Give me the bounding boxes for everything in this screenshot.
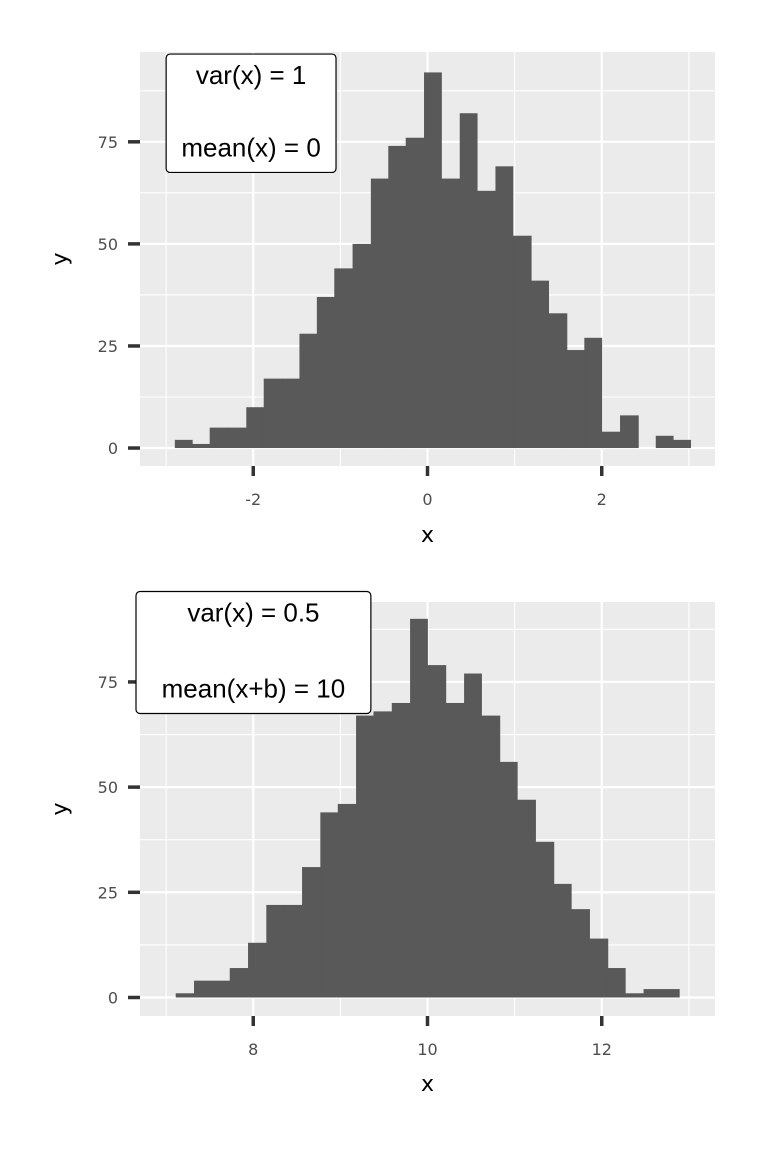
histogram-bar bbox=[209, 427, 229, 449]
histogram-panel-1: -2 0 2 0 25 50 75 x y var(x) = 1 mean(x) = 0 bbox=[48, 52, 715, 548]
histogram-bar bbox=[445, 702, 465, 998]
y-tick-label: 75 bbox=[98, 133, 118, 152]
histogram-bar bbox=[334, 268, 353, 449]
histogram-bar bbox=[192, 443, 211, 449]
histogram-bar bbox=[427, 665, 447, 998]
histogram-bar bbox=[229, 968, 249, 998]
histogram-bar bbox=[531, 280, 549, 449]
annotation-mean-text: mean(x+b) = 10 bbox=[162, 673, 346, 703]
histogram-bar bbox=[316, 296, 335, 449]
annotation-variance-text: var(x) = 0.5 bbox=[187, 597, 319, 627]
histogram-bar bbox=[356, 715, 374, 998]
histogram-bar bbox=[625, 993, 644, 998]
x-axis-title: x bbox=[421, 523, 434, 548]
histogram-bar bbox=[174, 439, 193, 449]
histogram-bar bbox=[266, 904, 285, 998]
x-tick-label: 10 bbox=[417, 1040, 437, 1059]
histogram-bar bbox=[495, 166, 514, 449]
histogram-bar bbox=[175, 993, 195, 998]
histogram-panel-2: 8 10 12 0 25 50 75 x y var(x) = 0.5 mean(x+b) = 10 bbox=[48, 590, 715, 1097]
histogram-bar bbox=[673, 439, 692, 449]
histogram-bar bbox=[373, 711, 393, 998]
histogram-bar bbox=[194, 980, 213, 998]
x-tick-label: 2 bbox=[597, 490, 607, 509]
histogram-bar bbox=[535, 841, 555, 998]
x-tick-label: -2 bbox=[245, 490, 261, 509]
annotation-variance-text: var(x) = 1 bbox=[196, 60, 307, 90]
histogram-bar bbox=[263, 378, 283, 449]
x-axis-title: x bbox=[421, 1072, 434, 1097]
histogram-bar bbox=[302, 867, 321, 998]
x-tick-label: 12 bbox=[592, 1040, 612, 1059]
histogram-bar bbox=[584, 337, 603, 449]
annotation-box bbox=[165, 53, 337, 174]
histogram-bar bbox=[499, 761, 518, 998]
histogram-bar bbox=[660, 989, 680, 998]
histogram-bar bbox=[464, 673, 482, 998]
histogram-bar bbox=[548, 313, 568, 449]
histogram-bar bbox=[283, 904, 303, 998]
y-tick-label: 25 bbox=[98, 883, 118, 902]
histogram-bar bbox=[589, 938, 609, 998]
y-tick-label: 50 bbox=[98, 235, 118, 254]
histogram-bar bbox=[248, 942, 267, 998]
histogram-bar bbox=[607, 968, 626, 998]
histogram-bar bbox=[352, 243, 372, 449]
histogram-bar bbox=[405, 137, 425, 449]
histogram-bar bbox=[299, 333, 318, 449]
histogram-bar bbox=[320, 812, 339, 998]
histogram-bar bbox=[643, 989, 662, 998]
annotation-box bbox=[135, 590, 372, 715]
histogram-bar bbox=[481, 715, 501, 998]
y-axis-title: y bbox=[48, 802, 73, 815]
histogram-bar bbox=[601, 431, 621, 449]
annotation-mean-text: mean(x) = 0 bbox=[181, 132, 320, 162]
histogram-bar bbox=[553, 883, 572, 998]
histogram-bar bbox=[571, 909, 590, 998]
histogram-bar bbox=[410, 618, 428, 998]
histogram-bar bbox=[212, 980, 231, 998]
histogram-bar bbox=[227, 427, 247, 449]
histogram-bar bbox=[655, 435, 674, 449]
y-axis-title: y bbox=[48, 252, 73, 265]
histogram-bar bbox=[566, 350, 585, 449]
histogram-bar bbox=[517, 799, 536, 998]
histogram-bar bbox=[246, 407, 265, 449]
histogram-bar bbox=[370, 178, 389, 449]
histogram-bar bbox=[441, 178, 461, 449]
histogram-bar bbox=[337, 803, 357, 998]
y-tick-label: 0 bbox=[108, 988, 118, 1007]
x-tick-label: 0 bbox=[422, 490, 432, 509]
histogram-bar bbox=[620, 415, 639, 449]
y-tick-label: 50 bbox=[98, 778, 118, 797]
histogram-bar bbox=[282, 378, 300, 449]
y-tick-label: 25 bbox=[98, 337, 118, 356]
histogram-bar bbox=[512, 235, 532, 449]
histogram-bar bbox=[391, 702, 411, 998]
x-tick-label: 8 bbox=[248, 1040, 258, 1059]
histogram-bar bbox=[477, 190, 496, 449]
y-tick-label: 0 bbox=[108, 439, 118, 458]
y-tick-label: 75 bbox=[98, 673, 118, 692]
histogram-bar bbox=[424, 72, 442, 449]
histogram-bar bbox=[388, 145, 407, 449]
histogram-bar bbox=[459, 113, 478, 449]
